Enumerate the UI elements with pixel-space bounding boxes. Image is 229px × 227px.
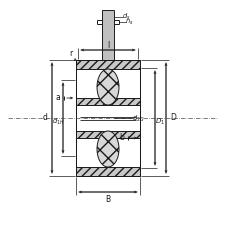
Ellipse shape — [97, 131, 118, 167]
Text: $d_s$: $d_s$ — [121, 12, 130, 22]
Text: d: d — [42, 114, 47, 123]
Text: $n_s$: $n_s$ — [124, 17, 133, 27]
Bar — [76, 98, 139, 105]
Text: $d_{1H}$: $d_{1H}$ — [52, 117, 64, 127]
Text: a: a — [55, 94, 60, 103]
Bar — [101, 10, 114, 60]
Ellipse shape — [97, 69, 118, 105]
Text: $d_{2G}$: $d_{2G}$ — [131, 114, 144, 124]
Text: r: r — [69, 49, 72, 57]
Text: l: l — [106, 40, 109, 49]
Text: b: b — [119, 133, 124, 143]
Bar — [76, 60, 139, 69]
Text: $D_1$: $D_1$ — [154, 117, 164, 127]
Text: B: B — [105, 195, 110, 203]
Text: D: D — [169, 114, 175, 123]
Bar — [76, 167, 139, 176]
Bar — [76, 131, 139, 138]
